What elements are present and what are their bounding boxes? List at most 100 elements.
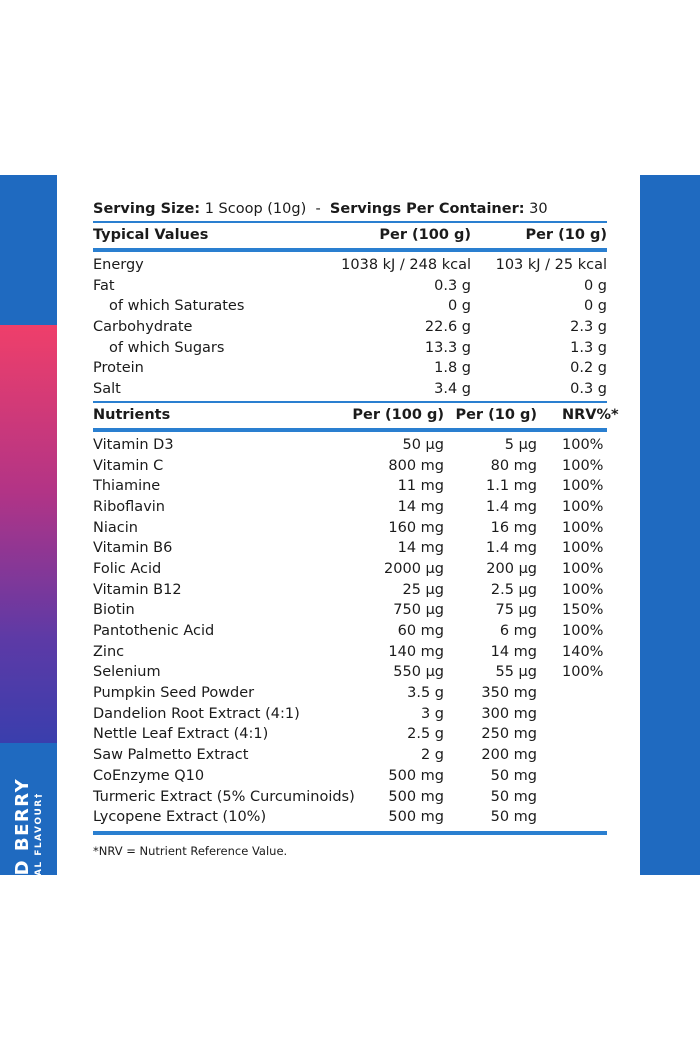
divider (93, 221, 607, 223)
value-per-10g: 250 mg (481, 726, 537, 743)
value-nrv: 100% (562, 457, 604, 474)
table-row: Vitamin B6 14 mg 1.4 mg 100% (93, 538, 607, 559)
table-row: Carbohydrate 22.6 g 2.3 g (93, 317, 607, 338)
value-per-100g: 1.8 g (434, 360, 471, 377)
value-per-100g: 3.5 g (407, 685, 444, 702)
nutrient-name: Pumpkin Seed Powder (93, 685, 255, 702)
nutrient-name: Riboflavin (93, 498, 165, 515)
table-row: Vitamin D3 50 µg 5 µg 100% (93, 435, 607, 456)
header-nrv: NRV%* (562, 406, 619, 423)
value-per-10g: 16 mg (490, 519, 537, 536)
value-per-100g: 0 g (447, 298, 471, 315)
row-label: Protein (93, 360, 144, 377)
table-row: Biotin 750 µg 75 µg 150% (93, 600, 607, 621)
value-nrv: 100% (562, 581, 604, 598)
value-per-100g: 25 µg (402, 581, 445, 598)
value-per-100g: 0.3 g (434, 277, 471, 294)
table-row: CoEnzyme Q10 500 mg 50 mg (93, 766, 607, 787)
nutrient-name: Thiamine (93, 478, 161, 495)
nutrient-name: Dandelion Root Extract (4:1) (93, 705, 300, 722)
nutrient-name: Biotin (93, 602, 135, 619)
right-blue-band (640, 175, 700, 875)
value-per-100g: 500 mg (388, 788, 444, 805)
table-row: of which Saturates 0 g 0 g (93, 296, 607, 317)
nutrient-name: Pantothenic Acid (93, 623, 215, 639)
divider (93, 830, 607, 835)
value-nrv: 100% (562, 623, 604, 639)
table-row: Dandelion Root Extract (4:1) 3 g 300 mg (93, 704, 607, 725)
value-per-10g: 50 mg (490, 767, 537, 784)
value-nrv: 100% (562, 498, 604, 515)
value-per-100g: 22.6 g (424, 319, 471, 336)
row-label: Fat (93, 277, 115, 294)
value-per-10g: 0 g (583, 298, 607, 315)
table-row: Selenium 550 µg 55 µg 100% (93, 662, 607, 683)
typical-values-body: Energy 1038 kJ / 248 kcal 103 kJ / 25 kcal… (93, 254, 607, 401)
divider (93, 400, 607, 403)
table-row: Fat 0.3 g 0 g (93, 276, 607, 297)
value-nrv: 140% (562, 643, 604, 660)
nutrient-name: Folic Acid (93, 560, 162, 577)
value-per-10g: 1.1 mg (486, 478, 537, 495)
value-per-10g: 0.3 g (570, 381, 607, 398)
table-row: Protein 1.8 g 0.2 g (93, 358, 607, 379)
value-per-10g: 80 mg (490, 457, 537, 474)
nutrients-body: Vitamin D3 50 µg 5 µg 100% Vitamin C 800 mg 80… (93, 434, 607, 829)
table-row: Energy 1038 kJ / 248 kcal 103 kJ / 25 kcal (93, 255, 607, 276)
nutrient-name: Vitamin B12 (93, 581, 182, 598)
value-per-10g: 350 mg (481, 685, 537, 702)
value-per-100g: 750 µg (393, 602, 444, 619)
value-per-100g: 2.5 g (407, 726, 444, 743)
value-nrv: 100% (562, 664, 604, 681)
serving-line: Serving Size: 1 Scoop (10g) - Servings P… (93, 198, 607, 221)
value-per-100g: 2000 µg (384, 560, 444, 577)
nutrient-name: Saw Palmetto Extract (93, 747, 249, 764)
nutrient-name: Zinc (93, 643, 125, 660)
table-row: Turmeric Extract (5% Curcuminoids) 500 mg… (93, 787, 607, 808)
value-nrv: 100% (562, 540, 604, 557)
value-per-10g: 0.2 g (570, 360, 607, 377)
value-per-100g: 1038 kJ / 248 kcal (341, 257, 471, 273)
value-per-100g: 550 µg (393, 664, 444, 681)
value-per-10g: 2.3 g (570, 319, 607, 336)
nutrient-name: Niacin (93, 519, 138, 536)
nutrient-name: Vitamin B6 (93, 540, 173, 557)
table-row: Vitamin B12 25 µg 2.5 µg 100% (93, 580, 607, 601)
servings-per-container-label: Servings Per Container: (329, 201, 525, 217)
table-row: Zinc 140 mg 14 mg 140% (93, 642, 607, 663)
value-per-100g: 14 mg (397, 540, 444, 557)
footnote: *NRV = Nutrient Reference Value. (93, 843, 288, 858)
value-per-100g: 800 mg (388, 457, 444, 474)
table-row: Salt 3.4 g 0.3 g (93, 379, 607, 400)
nutrient-name: Vitamin C (93, 457, 164, 474)
nutrient-name: Nettle Leaf Extract (4:1) (93, 726, 269, 743)
value-per-10g: 14 mg (490, 643, 537, 660)
divider (93, 248, 607, 252)
value-per-10g: 300 mg (481, 705, 537, 722)
value-per-10g: 103 kJ / 25 kcal (495, 257, 607, 273)
value-per-100g: 13.3 g (424, 339, 471, 356)
value-nrv: 100% (562, 560, 604, 577)
value-per-10g: 0 g (583, 277, 607, 294)
value-nrv: 100% (562, 519, 604, 536)
nutrient-name: Vitamin D3 (93, 436, 174, 453)
table-row: Lycopene Extract (10%) 500 mg 50 mg (93, 807, 607, 828)
value-per-10g: 50 mg (490, 809, 537, 826)
nutrient-name: Turmeric Extract (5% Curcuminoids) (93, 788, 355, 805)
value-per-100g: 160 mg (388, 519, 444, 536)
header-per-10g: Per (10 g) (525, 227, 607, 243)
header-typical-values: Typical Values (93, 227, 209, 243)
value-nrv: 100% (562, 478, 604, 495)
value-per-10g: 200 µg (486, 560, 537, 577)
value-per-100g: 500 mg (388, 809, 444, 826)
table-row: Folic Acid 2000 µg 200 µg 100% (93, 559, 607, 580)
serving-separator: - (315, 201, 321, 217)
value-per-100g: 3 g (420, 705, 444, 722)
value-per-10g: 5 µg (504, 436, 537, 453)
table-row: Vitamin C 800 mg 80 mg 100% (93, 456, 607, 477)
table-row: Riboflavin 14 mg 1.4 mg 100% (93, 497, 607, 518)
row-label: Carbohydrate (93, 319, 193, 336)
flavour-label: MIXED BERRY NATURAL FLAVOUR† (12, 778, 45, 932)
nutrient-name: Lycopene Extract (10%) (93, 809, 267, 826)
header-nutrients: Nutrients (93, 406, 171, 423)
